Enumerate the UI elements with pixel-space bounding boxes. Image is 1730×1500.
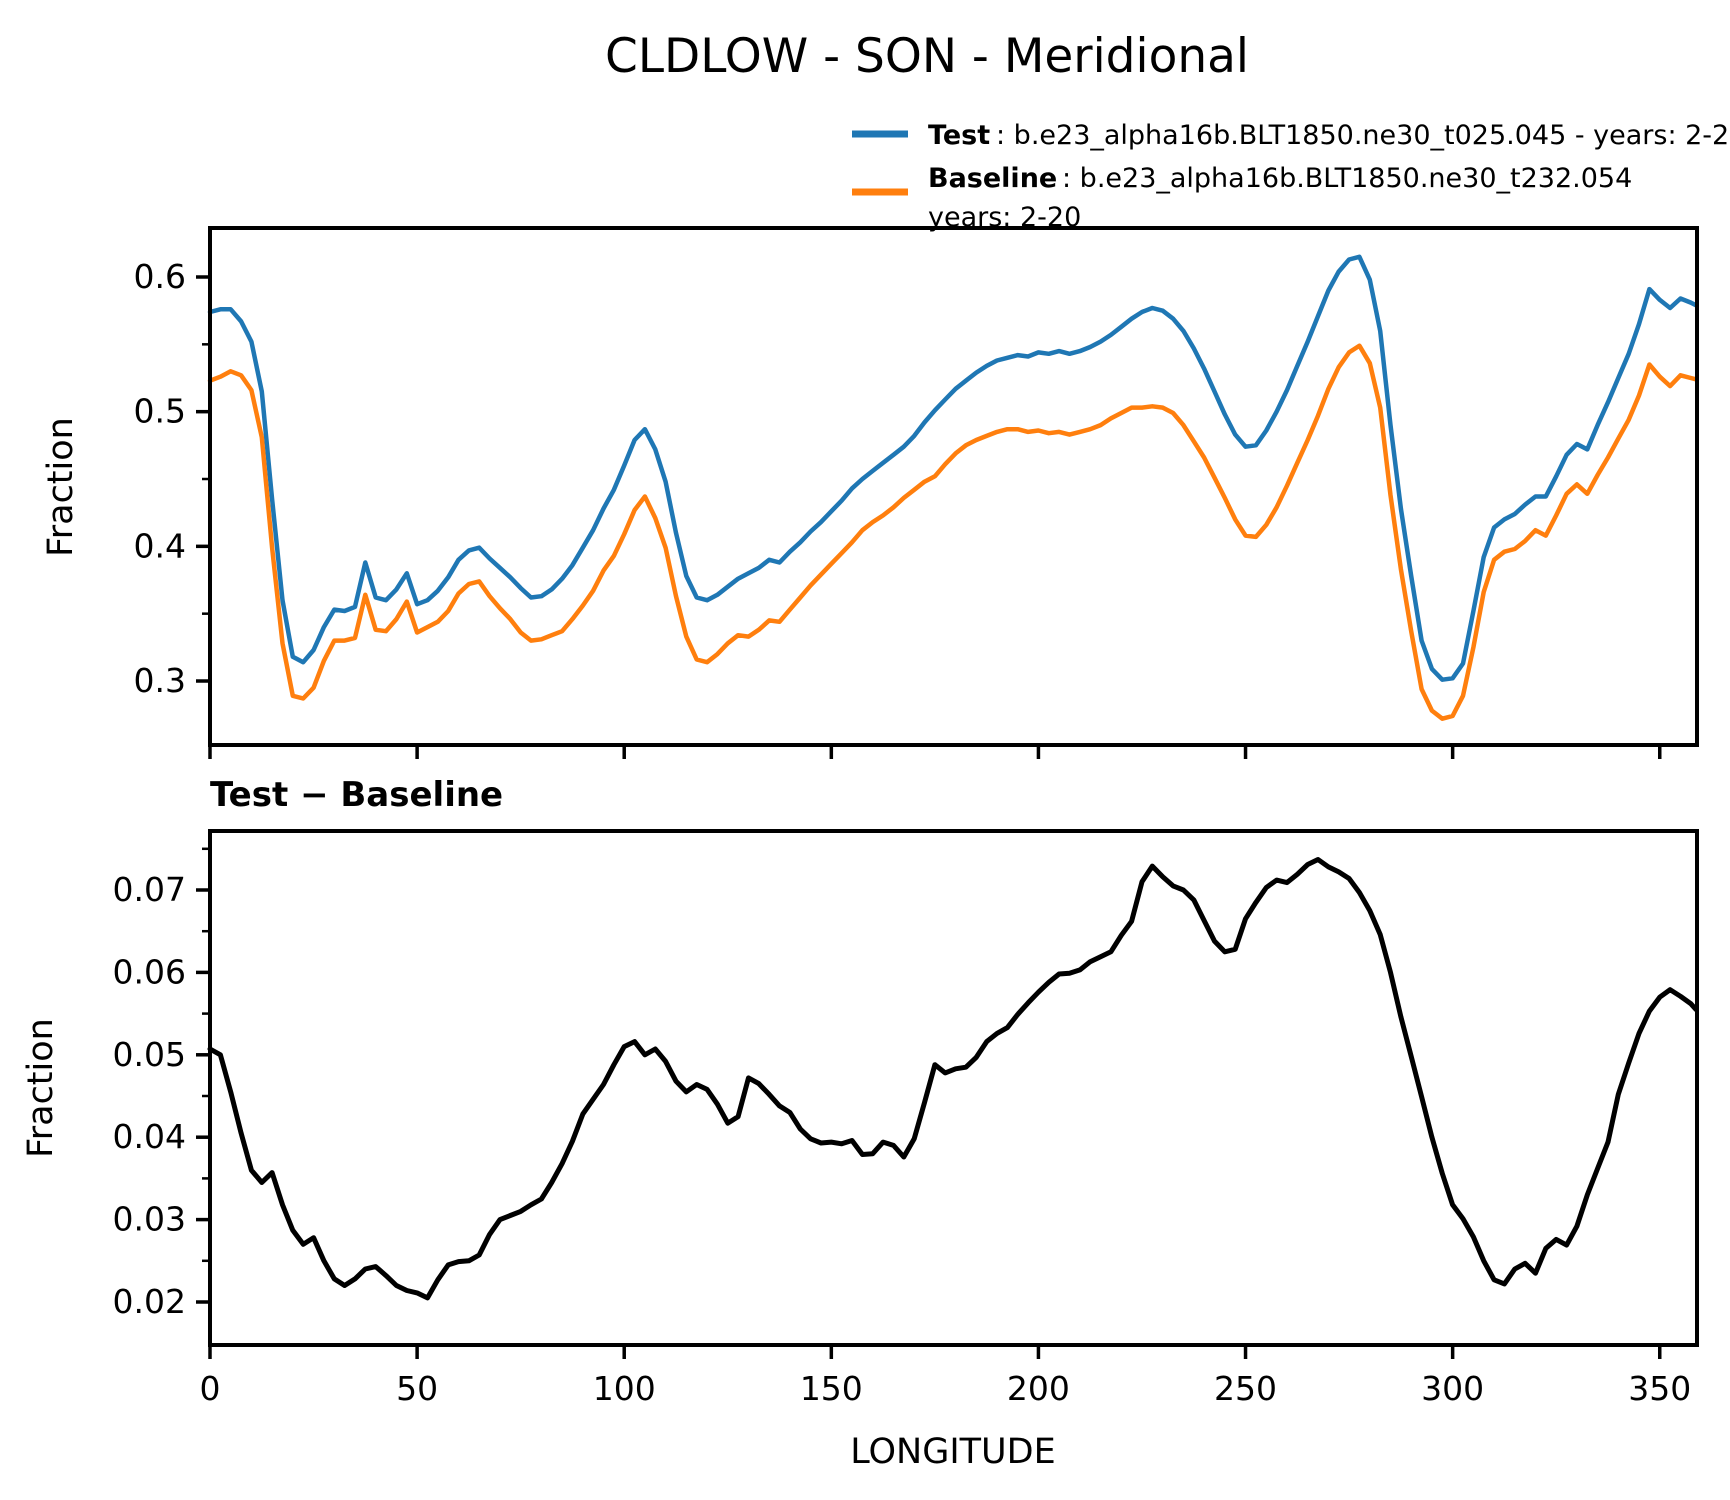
axis-tick-labels: 0.6 0.5 0.4 0.3 0.07 0.06 0.05 0.04 0.03 0.02 0 50 1… <box>113 257 1692 1408</box>
bottom-xtick-label: 0 <box>200 1369 221 1408</box>
legend-baseline-label: Baseline <box>928 163 1057 194</box>
bottom-xtick-label: 100 <box>593 1369 656 1408</box>
bottom-ytick-label: 0.02 <box>113 1282 186 1321</box>
chart-title: CLDLOW - SON - Meridional <box>605 29 1249 84</box>
top-ytick-label: 0.5 <box>134 392 186 431</box>
bottom-xtick-label: 250 <box>1214 1369 1277 1408</box>
bottom-ytick-label: 0.05 <box>113 1035 186 1074</box>
top-ytick-label: 0.4 <box>134 526 186 565</box>
legend-test-description: : b.e23_alpha16b.BLT1850.ne30_t025.045 -… <box>996 120 1730 151</box>
test-line <box>207 254 1699 682</box>
axis-ticks <box>196 275 1662 1359</box>
bottom-ylabel: Fraction <box>21 1018 61 1158</box>
legend-test-label: Test <box>928 120 990 151</box>
bottom-xtick-label: 300 <box>1421 1369 1484 1408</box>
bottom-ytick-label: 0.06 <box>113 952 186 991</box>
diff-line <box>207 857 1699 1301</box>
bottom-panel-frame <box>208 829 1699 1347</box>
legend: Test : b.e23_alpha16b.BLT1850.ne30_t025.… <box>852 120 1730 233</box>
bottom-xtick-label: 150 <box>800 1369 863 1408</box>
bottom-xtick-label: 50 <box>396 1369 438 1408</box>
top-ylabel: Fraction <box>41 417 81 557</box>
bottom-ytick-label: 0.03 <box>113 1200 186 1239</box>
bottom-ytick-label: 0.04 <box>113 1117 186 1156</box>
bottom-xtick-label: 350 <box>1628 1369 1691 1408</box>
xlabel: LONGITUDE <box>850 1432 1056 1472</box>
top-panel-frame <box>208 226 1699 747</box>
bottom-xtick-label: 200 <box>1007 1369 1070 1408</box>
top-ytick-label: 0.3 <box>134 661 186 700</box>
baseline-line <box>207 343 1699 721</box>
bottom-ytick-label: 0.07 <box>113 870 186 909</box>
legend-baseline-description: : b.e23_alpha16b.BLT1850.ne30_t232.054 <box>1062 163 1632 194</box>
top-ytick-label: 0.6 <box>134 257 186 296</box>
bottom-panel-subtitle: Test − Baseline <box>210 775 503 815</box>
data-series <box>207 254 1699 1301</box>
